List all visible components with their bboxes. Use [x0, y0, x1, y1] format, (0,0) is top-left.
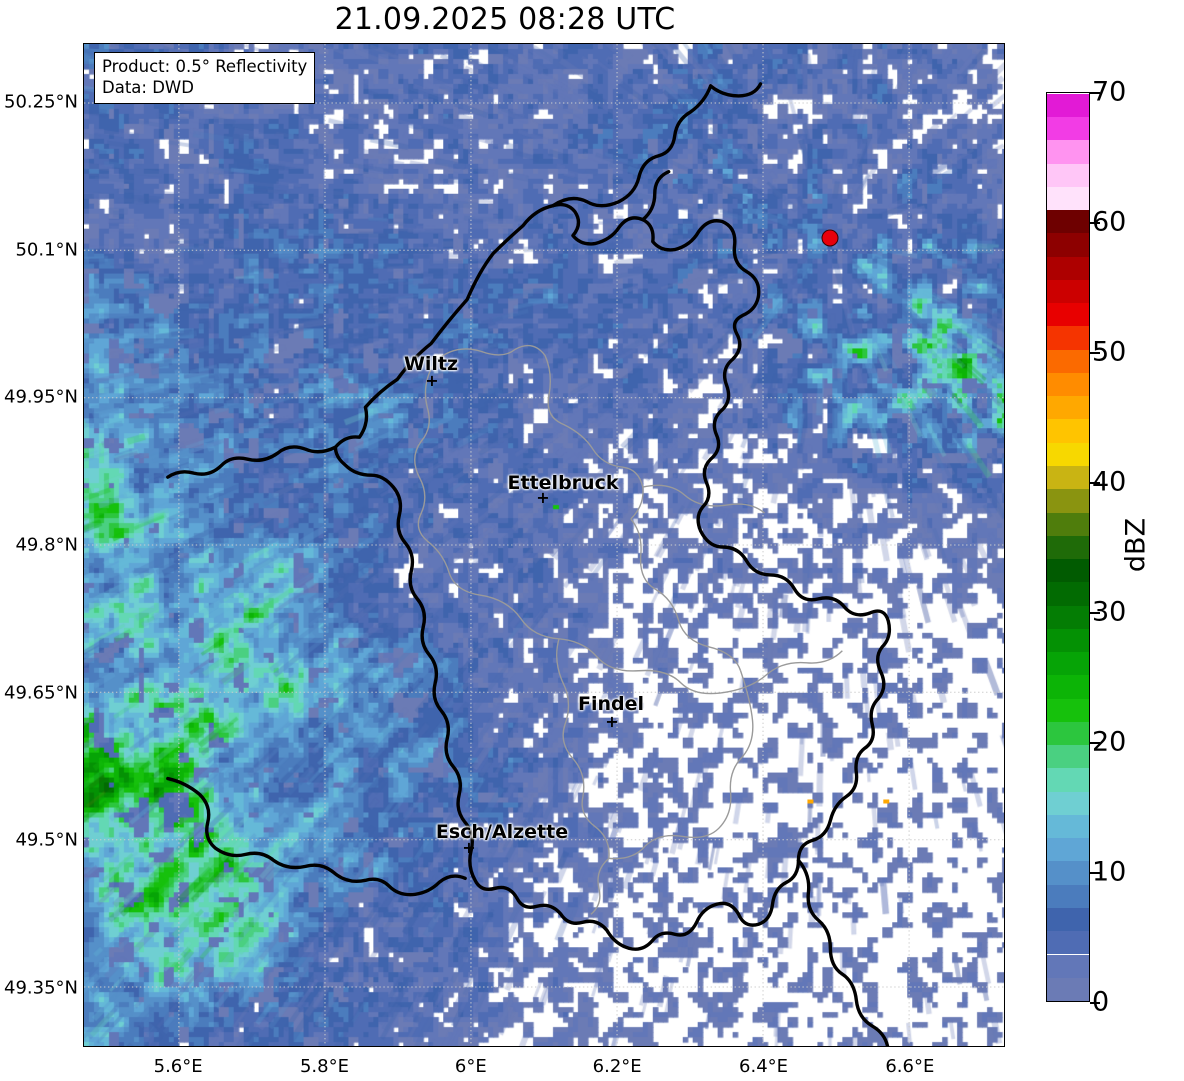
colorbar-tick-label: 30 [1092, 596, 1127, 628]
y-axis-tick-label: 49.8°N [15, 534, 78, 556]
city-marker-cross-icon: + [462, 838, 476, 857]
gridlines-layer [84, 44, 1004, 1046]
geo-borders-layer [166, 82, 892, 1046]
colorbar-band [1047, 186, 1089, 211]
colorbar-band [1047, 210, 1089, 234]
colorbar-tick-mark [1090, 872, 1100, 874]
colorbar-band [1047, 954, 1089, 978]
colorbar-tick-label: 70 [1092, 76, 1127, 108]
colorbar-band [1047, 489, 1089, 513]
colorbar-band [1047, 861, 1089, 885]
colorbar-tick-label: 40 [1092, 466, 1127, 498]
colorbar-band [1047, 977, 1089, 1001]
x-axis-tick-label: 5.6°E [153, 1056, 203, 1077]
colorbar-tick-label: 50 [1092, 336, 1127, 368]
colorbar-band [1047, 838, 1089, 862]
colorbar-band [1047, 326, 1089, 350]
colorbar-band [1047, 745, 1089, 769]
colorbar-tick-mark [1090, 612, 1100, 614]
colorbar-band [1047, 814, 1089, 839]
city-markers-layer: Wiltz + Ettelbruck + Findel + Esch/Alzette + [84, 44, 1004, 1046]
colorbar-band [1047, 791, 1089, 815]
colorbar-band [1047, 419, 1089, 443]
map-plot-area[interactable]: Wiltz + Ettelbruck + Findel + Esch/Alzette + [83, 43, 1005, 1047]
product-info-box: Product: 0.5° Reflectivity Data: DWD [94, 52, 316, 105]
colorbar-band [1047, 628, 1089, 653]
colorbar-tick-label: 10 [1092, 856, 1127, 888]
colorbar-band [1047, 721, 1089, 746]
y-axis-tick-label: 49.35°N [4, 977, 78, 999]
colorbar-band [1047, 163, 1089, 187]
colorbar-band [1047, 372, 1089, 397]
colorbar-band [1047, 466, 1089, 490]
y-axis-tick-label: 50.25°N [4, 91, 78, 113]
city-label-ettelbruck: Ettelbruck [507, 472, 619, 494]
city-label-wiltz: Wiltz [403, 353, 459, 375]
colorbar-tick-label: 20 [1092, 726, 1127, 758]
colorbar-tick-label: 0 [1092, 986, 1110, 1018]
colorbar-band [1047, 559, 1089, 583]
colorbar-band [1047, 93, 1089, 118]
x-axis-tick-label: 5.8°E [299, 1056, 349, 1077]
colorbar-tick-mark [1090, 92, 1100, 94]
colorbar-band [1047, 396, 1089, 420]
colorbar-band [1047, 931, 1089, 955]
colorbar-tick-mark [1090, 742, 1100, 744]
data-source-line: Data: DWD [102, 77, 194, 97]
city-label-esch-alzette: Esch/Alzette [435, 821, 569, 843]
colorbar-band [1047, 884, 1089, 908]
y-axis-tick-label: 49.65°N [4, 682, 78, 704]
product-line: Product: 0.5° Reflectivity [102, 57, 308, 76]
colorbar-tick-mark [1090, 1002, 1100, 1004]
y-axis-tick-label: 49.95°N [4, 386, 78, 408]
colorbar-band [1047, 605, 1089, 629]
colorbar-band [1047, 442, 1089, 466]
colorbar-tick-label: 60 [1092, 206, 1127, 238]
colorbar-band [1047, 907, 1089, 932]
colorbar-band [1047, 512, 1089, 536]
internal-boundaries [414, 344, 843, 915]
city-marker-cross-icon: + [425, 371, 439, 390]
y-axis-tick-label: 49.5°N [15, 829, 78, 851]
colorbar-band [1047, 535, 1089, 560]
colorbar-band [1047, 279, 1089, 304]
colorbar-band [1047, 582, 1089, 606]
colorbar-band [1047, 349, 1089, 373]
colorbar-band [1047, 256, 1089, 280]
x-axis-tick-label: 6.4°E [739, 1056, 789, 1077]
city-marker-cross-icon: + [605, 712, 619, 731]
city-label-findel: Findel [577, 693, 645, 715]
x-axis-tick-label: 6.2°E [592, 1056, 642, 1077]
colorbar-tick-mark [1090, 352, 1100, 354]
figure-title: 21.09.2025 08:28 UTC [334, 2, 676, 37]
colorbar-band [1047, 233, 1089, 257]
x-axis-tick-label: 6.6°E [885, 1056, 935, 1077]
colorbar-axis-label: dBZ [1120, 517, 1152, 573]
y-axis-tick-label: 50.1°N [15, 239, 78, 261]
radar-site-marker-icon[interactable] [821, 229, 839, 247]
city-marker-cross-icon: + [536, 488, 550, 507]
colorbar-band [1047, 768, 1089, 792]
national-borders [166, 82, 892, 1046]
colorbar-tick-mark [1090, 222, 1100, 224]
x-axis-tick-label: 6°E [454, 1056, 487, 1077]
colorbar-band [1047, 675, 1089, 699]
colorbar-band [1047, 140, 1089, 164]
colorbar-band [1047, 698, 1089, 722]
colorbar-band [1047, 117, 1089, 141]
colorbar-tick-mark [1090, 482, 1100, 484]
colorbar-band [1047, 303, 1089, 327]
colorbar-band [1047, 652, 1089, 676]
colorbar[interactable] [1046, 92, 1090, 1002]
